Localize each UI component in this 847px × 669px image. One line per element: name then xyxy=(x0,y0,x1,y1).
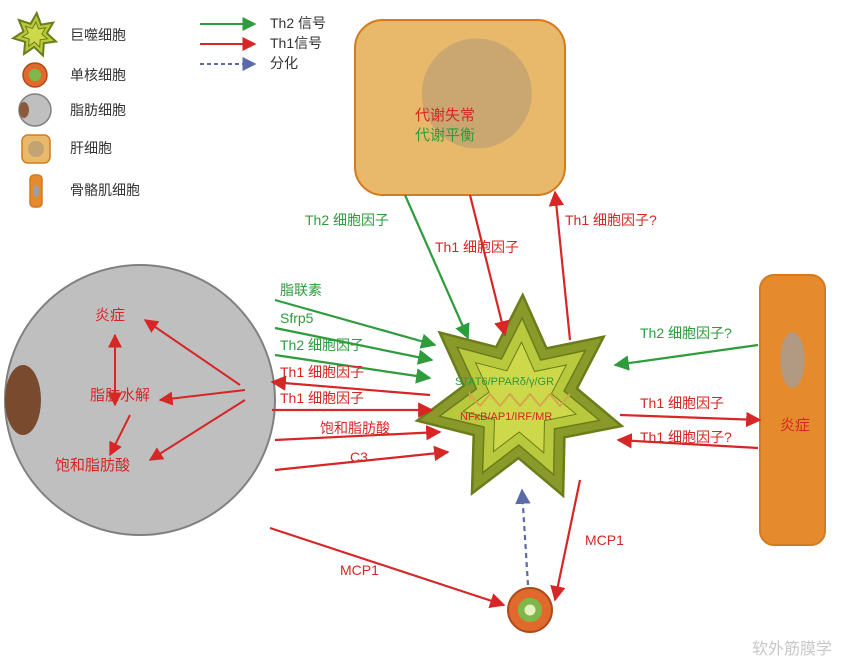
svg-text:Th2 细胞因子?: Th2 细胞因子? xyxy=(640,325,732,341)
svg-text:Th1 细胞因子: Th1 细胞因子 xyxy=(435,239,519,255)
svg-text:Th1 细胞因子?: Th1 细胞因子? xyxy=(565,212,657,228)
svg-text:STAT6/PPARδ/γ/GR: STAT6/PPARδ/γ/GR xyxy=(455,376,554,388)
legend-hepatocyte: 肝细胞 xyxy=(70,140,112,156)
svg-text:NFκB/AP1/IRF/MR: NFκB/AP1/IRF/MR xyxy=(460,411,552,423)
myocyte-cell: 炎症 xyxy=(760,275,825,545)
svg-text:Th2 细胞因子: Th2 细胞因子 xyxy=(280,337,364,353)
svg-text:Th1 细胞因子: Th1 细胞因子 xyxy=(640,395,724,411)
monocyte-bottom xyxy=(508,588,552,632)
svg-text:饱和脂肪酸: 饱和脂肪酸 xyxy=(320,420,390,436)
svg-text:Sfrp5: Sfrp5 xyxy=(280,310,314,326)
legend-th1: Th1信号 xyxy=(270,35,322,51)
legend-myocyte: 骨骼肌细胞 xyxy=(70,182,140,198)
hepatocyte-cell: 代谢失常代谢平衡 xyxy=(355,20,565,195)
svg-text:炎症: 炎症 xyxy=(780,417,810,434)
svg-text:Th1 细胞因子: Th1 细胞因子 xyxy=(280,390,364,406)
adipocyte-cell: 炎症脂肪水解饱和脂肪酸 xyxy=(5,265,275,535)
macrophage-center: STAT6/PPARδ/γ/GR NFκB/AP1/IRF/MR xyxy=(417,295,622,496)
svg-text:Th1 细胞因子: Th1 细胞因子 xyxy=(280,364,364,380)
svg-text:饱和脂肪酸: 饱和脂肪酸 xyxy=(55,457,130,474)
watermark: 软外筋膜学 xyxy=(752,641,832,658)
svg-text:炎症: 炎症 xyxy=(95,307,125,324)
svg-text:Th2 细胞因子: Th2 细胞因子 xyxy=(305,212,389,228)
legend: 巨噬细胞单核细胞脂肪细胞肝细胞骨骼肌细胞 Th2 信号 Th1信号分化 xyxy=(13,13,326,207)
svg-text:脂肪水解: 脂肪水解 xyxy=(90,387,150,404)
svg-text:Th1 细胞因子?: Th1 细胞因子? xyxy=(640,429,732,445)
svg-text:C3: C3 xyxy=(350,449,368,465)
svg-text:MCP1: MCP1 xyxy=(585,532,624,548)
svg-text:代谢失常: 代谢失常 xyxy=(415,107,475,124)
svg-text:代谢平衡: 代谢平衡 xyxy=(415,127,475,144)
legend-monocyte: 单核细胞 xyxy=(70,67,126,83)
legend-diff: 分化 xyxy=(270,55,298,71)
legend-adipocyte: 脂肪细胞 xyxy=(70,102,126,118)
legend-macrophage: 巨噬细胞 xyxy=(70,27,126,43)
svg-text:脂联素: 脂联素 xyxy=(280,282,322,298)
svg-text:MCP1: MCP1 xyxy=(340,562,379,578)
legend-th2: Th2 信号 xyxy=(270,15,326,31)
